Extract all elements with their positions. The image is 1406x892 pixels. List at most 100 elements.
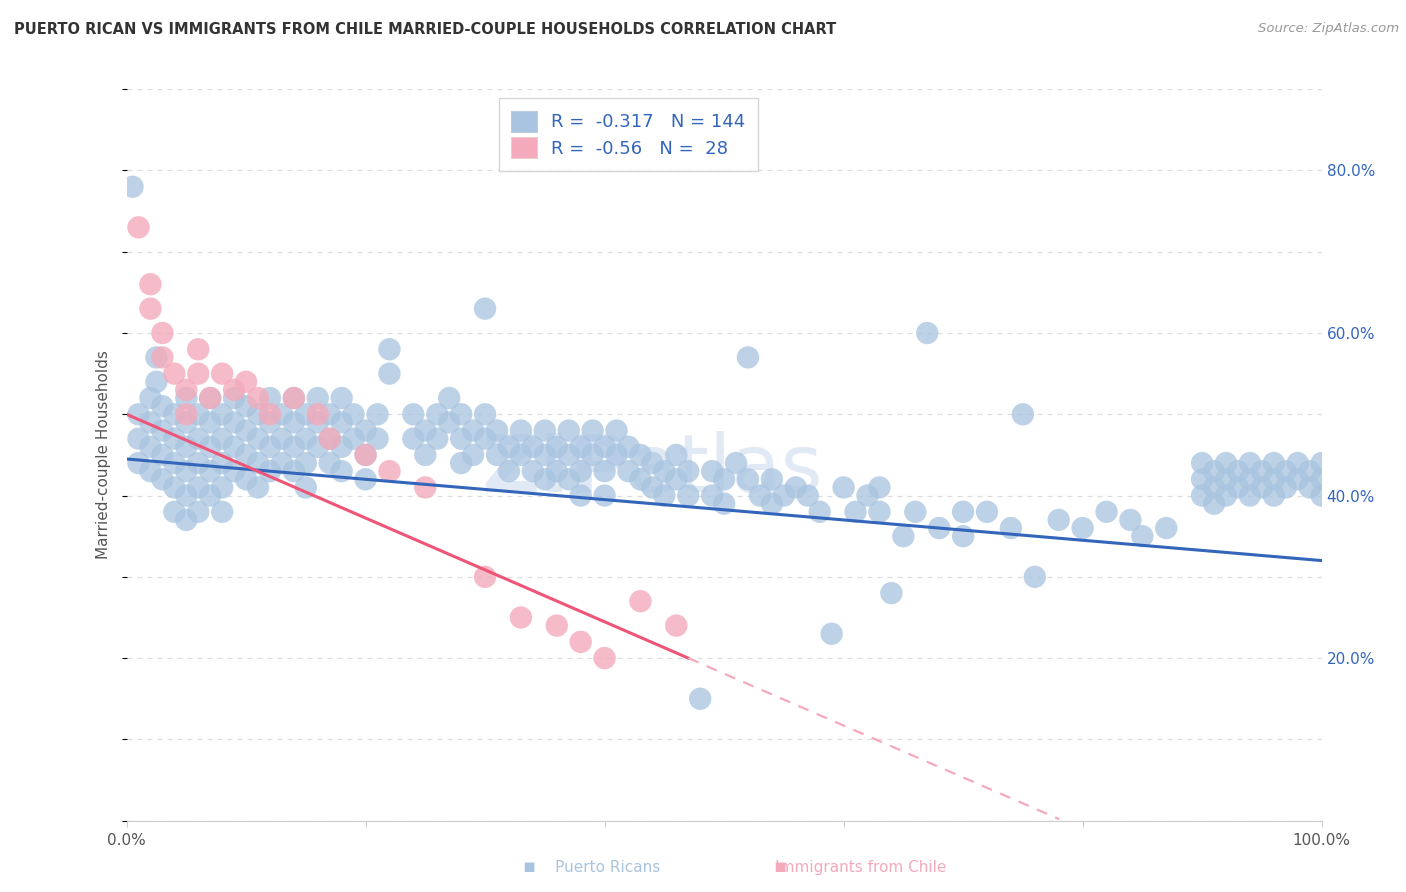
Point bbox=[187, 432, 209, 446]
Text: PUERTO RICAN VS IMMIGRANTS FROM CHILE MARRIED-COUPLE HOUSEHOLDS CORRELATION CHAR: PUERTO RICAN VS IMMIGRANTS FROM CHILE MA… bbox=[14, 22, 837, 37]
Point bbox=[593, 651, 616, 665]
Text: Source: ZipAtlas.com: Source: ZipAtlas.com bbox=[1258, 22, 1399, 36]
Point bbox=[617, 464, 640, 478]
Point bbox=[294, 432, 316, 446]
Point bbox=[174, 391, 197, 405]
Point bbox=[713, 497, 735, 511]
Point bbox=[318, 432, 342, 446]
Point bbox=[1298, 480, 1320, 494]
Point bbox=[1310, 489, 1333, 503]
Point bbox=[498, 464, 520, 478]
Point bbox=[294, 480, 316, 494]
Point bbox=[461, 424, 484, 438]
Point bbox=[187, 480, 209, 494]
Point bbox=[139, 440, 162, 454]
Point bbox=[1298, 464, 1320, 478]
Point bbox=[139, 301, 162, 316]
Point bbox=[844, 505, 866, 519]
Text: ▪: ▪ bbox=[522, 857, 536, 876]
Point bbox=[593, 464, 616, 478]
Point bbox=[665, 472, 688, 486]
Point bbox=[486, 448, 509, 462]
Point bbox=[211, 407, 233, 421]
Point bbox=[247, 480, 270, 494]
Point bbox=[247, 432, 270, 446]
Point bbox=[307, 391, 329, 405]
Point bbox=[486, 424, 509, 438]
Point bbox=[174, 383, 197, 397]
Point bbox=[1250, 480, 1272, 494]
Point bbox=[522, 440, 544, 454]
Point bbox=[713, 472, 735, 486]
Point bbox=[174, 489, 197, 503]
Point bbox=[569, 635, 592, 649]
Point bbox=[318, 456, 342, 470]
Point bbox=[593, 440, 616, 454]
Point bbox=[139, 464, 162, 478]
Point bbox=[832, 480, 855, 494]
Point bbox=[1119, 513, 1142, 527]
Point bbox=[1191, 456, 1213, 470]
Point bbox=[163, 505, 186, 519]
Point bbox=[259, 464, 281, 478]
Point bbox=[200, 416, 222, 430]
Point bbox=[1239, 472, 1261, 486]
Point bbox=[665, 448, 688, 462]
Point bbox=[1154, 521, 1177, 535]
Point bbox=[163, 480, 186, 494]
Point bbox=[318, 407, 342, 421]
Point bbox=[1130, 529, 1153, 543]
Text: ▪: ▪ bbox=[773, 857, 787, 876]
Point bbox=[498, 440, 520, 454]
Point bbox=[413, 480, 436, 494]
Point bbox=[150, 326, 174, 340]
Text: Immigrants from Chile: Immigrants from Chile bbox=[741, 861, 946, 875]
Point bbox=[211, 505, 233, 519]
Point bbox=[307, 440, 329, 454]
Point bbox=[748, 489, 770, 503]
Point bbox=[150, 351, 174, 365]
Point bbox=[689, 691, 711, 706]
Point bbox=[533, 424, 555, 438]
Point bbox=[200, 391, 222, 405]
Point bbox=[952, 505, 974, 519]
Point bbox=[200, 489, 222, 503]
Point bbox=[1263, 489, 1285, 503]
Point bbox=[641, 480, 664, 494]
Point bbox=[174, 464, 197, 478]
Point bbox=[343, 407, 366, 421]
Point bbox=[761, 497, 783, 511]
Point bbox=[222, 383, 246, 397]
Point bbox=[174, 416, 197, 430]
Point bbox=[605, 448, 627, 462]
Point bbox=[617, 440, 640, 454]
Point bbox=[533, 472, 555, 486]
Point bbox=[259, 416, 281, 430]
Point bbox=[139, 391, 162, 405]
Point bbox=[259, 391, 281, 405]
Point bbox=[354, 424, 377, 438]
Point bbox=[700, 464, 723, 478]
Point bbox=[211, 432, 233, 446]
Text: ZIP: ZIP bbox=[481, 431, 628, 508]
Point bbox=[354, 448, 377, 462]
Point bbox=[283, 391, 305, 405]
Point bbox=[1310, 472, 1333, 486]
Point bbox=[868, 480, 891, 494]
Point bbox=[1274, 464, 1296, 478]
Point bbox=[1024, 570, 1046, 584]
Point bbox=[426, 432, 449, 446]
Point bbox=[163, 432, 186, 446]
Point bbox=[1250, 464, 1272, 478]
Point bbox=[652, 464, 675, 478]
Point bbox=[343, 432, 366, 446]
Point bbox=[1274, 480, 1296, 494]
Point bbox=[259, 407, 281, 421]
Point bbox=[283, 464, 305, 478]
Point bbox=[222, 416, 246, 430]
Point bbox=[1239, 489, 1261, 503]
Point bbox=[150, 472, 174, 486]
Point bbox=[737, 472, 759, 486]
Point bbox=[145, 375, 167, 389]
Point bbox=[354, 448, 377, 462]
